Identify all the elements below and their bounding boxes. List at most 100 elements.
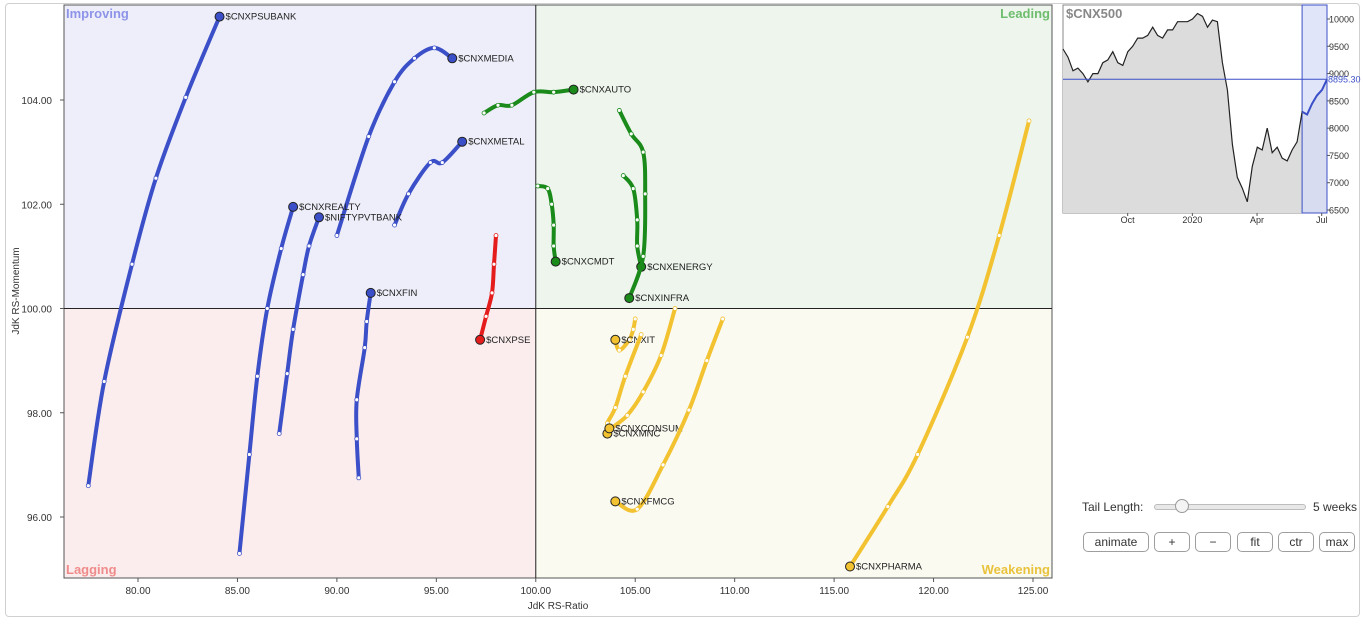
tail-point bbox=[392, 79, 397, 85]
tail-point bbox=[406, 191, 411, 197]
tail-point bbox=[549, 201, 555, 207]
y-axis-title: JdK RS-Momentum bbox=[11, 247, 22, 334]
tail-point bbox=[1026, 118, 1032, 124]
benchmark-mini-chart: 10000 9500 9000 8500 8000 7500 7000 6500 Oct 2020… bbox=[1062, 4, 1361, 226]
zoom-in-button[interactable]: + bbox=[1154, 532, 1190, 552]
tail-point bbox=[254, 373, 260, 379]
series-head-cnxmedia[interactable] bbox=[447, 53, 458, 64]
series-label-cnxinfra: $CNXINFRA bbox=[635, 293, 690, 304]
tail-point bbox=[672, 306, 678, 311]
series-head-cnxconsum[interactable] bbox=[604, 423, 615, 434]
mini-y-tick-label: 6500 bbox=[1329, 206, 1349, 216]
series-head-cnxfmcg[interactable] bbox=[610, 496, 621, 507]
tail-point bbox=[622, 373, 628, 379]
series-label-cnxmetal: $CNXMETAL bbox=[468, 137, 524, 148]
series-label-cnxpharma: $CNXPHARMA bbox=[856, 562, 923, 573]
tail-point bbox=[704, 358, 710, 364]
center-button[interactable]: ctr bbox=[1278, 532, 1314, 552]
tail-point bbox=[551, 89, 557, 95]
tail-point bbox=[628, 131, 634, 137]
tail-point bbox=[276, 431, 282, 437]
tail-point bbox=[531, 89, 537, 95]
mini-x-tick-label: 2020 bbox=[1182, 215, 1202, 225]
tail-length-slider[interactable] bbox=[1154, 499, 1306, 513]
tail-point bbox=[642, 191, 648, 197]
tail-point bbox=[334, 233, 340, 238]
series-cnxinfra[interactable]: $CNXINFRA bbox=[616, 108, 690, 304]
tail-point bbox=[356, 475, 362, 481]
tail-point bbox=[630, 326, 636, 332]
series-head-cnxpse[interactable] bbox=[475, 334, 486, 345]
series-head-cnxit[interactable] bbox=[610, 334, 621, 345]
tail-point bbox=[278, 246, 284, 251]
series-cnxauto[interactable]: $CNXAUTO bbox=[481, 84, 632, 116]
series-head-cnxpharma[interactable] bbox=[845, 561, 856, 572]
mini-chart-line bbox=[1062, 12, 1328, 203]
series-head-cnxinfra[interactable] bbox=[624, 293, 635, 304]
tail-point bbox=[481, 110, 487, 116]
rrg-quadrants bbox=[63, 4, 1053, 579]
mini-x-tick-label: Oct bbox=[1121, 215, 1136, 225]
tail-point bbox=[284, 371, 290, 377]
series-head-cnxcmdt[interactable] bbox=[550, 256, 561, 267]
tail-point bbox=[640, 149, 646, 155]
tail-length-slider-handle[interactable] bbox=[1174, 499, 1189, 513]
series-cnxmedia[interactable]: $CNXMEDIA bbox=[334, 45, 514, 238]
max-button[interactable]: max bbox=[1319, 532, 1355, 552]
series-cnxmetal[interactable]: $CNXMETAL bbox=[392, 136, 525, 228]
series-cnxpsubank[interactable]: $CNXPSUBANK bbox=[85, 11, 297, 489]
quadrant-label-improving: Improving bbox=[66, 6, 129, 21]
x-tick-label: 90.00 bbox=[324, 586, 349, 597]
series-head-cnxrealty[interactable] bbox=[288, 201, 299, 212]
x-tick-label: 105.00 bbox=[620, 586, 651, 597]
tail-point bbox=[630, 186, 636, 192]
series-head-cnxpsubank[interactable] bbox=[214, 11, 225, 22]
series-label-cnxfmcg: $CNXFMCG bbox=[621, 496, 674, 507]
tail-point bbox=[612, 405, 618, 410]
series-label-niftypvtbank: $NIFTYPVTBANK bbox=[325, 212, 403, 223]
series-cnxcmdt[interactable]: $CNXCMDT bbox=[535, 183, 615, 268]
x-tick-label: 100.00 bbox=[520, 586, 551, 597]
fit-button[interactable]: fit bbox=[1237, 532, 1273, 552]
tail-point bbox=[366, 134, 372, 139]
series-cnxpharma[interactable]: $CNXPHARMA bbox=[845, 118, 1032, 573]
tail-point bbox=[634, 217, 640, 223]
series-cnxfin[interactable]: $CNXFIN bbox=[354, 287, 418, 481]
series-niftypvtbank[interactable]: $NIFTYPVTBANK bbox=[276, 212, 403, 437]
series-head-niftypvtbank[interactable] bbox=[313, 212, 324, 223]
series-cnxconsum[interactable]: $CNXCONSUM bbox=[604, 332, 683, 435]
tail-point bbox=[412, 55, 417, 61]
mini-y-tick-label: 8500 bbox=[1329, 96, 1349, 106]
series-label-cnxcmdt: $CNXCMDT bbox=[562, 257, 615, 268]
series-label-cnxmedia: $CNXMEDIA bbox=[458, 53, 514, 64]
rrg-controls: Tail Length: 5 weeks animate + − fit ctr… bbox=[1082, 497, 1362, 567]
mini-y-tick-label: 7500 bbox=[1329, 151, 1349, 161]
tail-point bbox=[489, 290, 495, 296]
series-label-cnxauto: $CNXAUTO bbox=[580, 85, 632, 96]
tail-point bbox=[634, 243, 640, 249]
tail-point bbox=[545, 186, 551, 192]
animate-button[interactable]: animate bbox=[1083, 532, 1149, 552]
tail-point bbox=[885, 504, 891, 509]
mini-chart-highlight-window bbox=[1301, 4, 1328, 214]
tail-point bbox=[616, 347, 622, 353]
rrg-series: $CNXPSUBANK$CNXMEDIA$CNXMETAL$CNXREALTY$… bbox=[85, 11, 1032, 573]
series-head-cnxmetal[interactable] bbox=[457, 136, 468, 147]
series-cnxfmcg[interactable]: $CNXFMCG bbox=[610, 316, 726, 513]
tail-point bbox=[153, 175, 159, 181]
x-tick-label: 120.00 bbox=[918, 586, 949, 597]
tail-point bbox=[246, 452, 252, 457]
mini-chart-axes: 10000 9500 9000 8500 8000 7500 7000 6500 Oct 2020… bbox=[1121, 15, 1354, 226]
series-tail-cnxfin bbox=[354, 290, 373, 480]
series-head-cnxauto[interactable] bbox=[568, 84, 579, 95]
series-cnxpse[interactable]: $CNXPSE bbox=[475, 233, 531, 346]
zoom-out-button[interactable]: − bbox=[1195, 532, 1231, 552]
x-tick-label: 125.00 bbox=[1018, 586, 1049, 597]
mini-chart-area bbox=[1063, 13, 1327, 213]
tail-point bbox=[354, 436, 360, 442]
series-cnxrealty[interactable]: $CNXREALTY bbox=[237, 201, 361, 556]
tail-point bbox=[392, 222, 397, 228]
quadrant-lagging bbox=[64, 308, 536, 578]
series-head-cnxfin[interactable] bbox=[365, 287, 376, 298]
